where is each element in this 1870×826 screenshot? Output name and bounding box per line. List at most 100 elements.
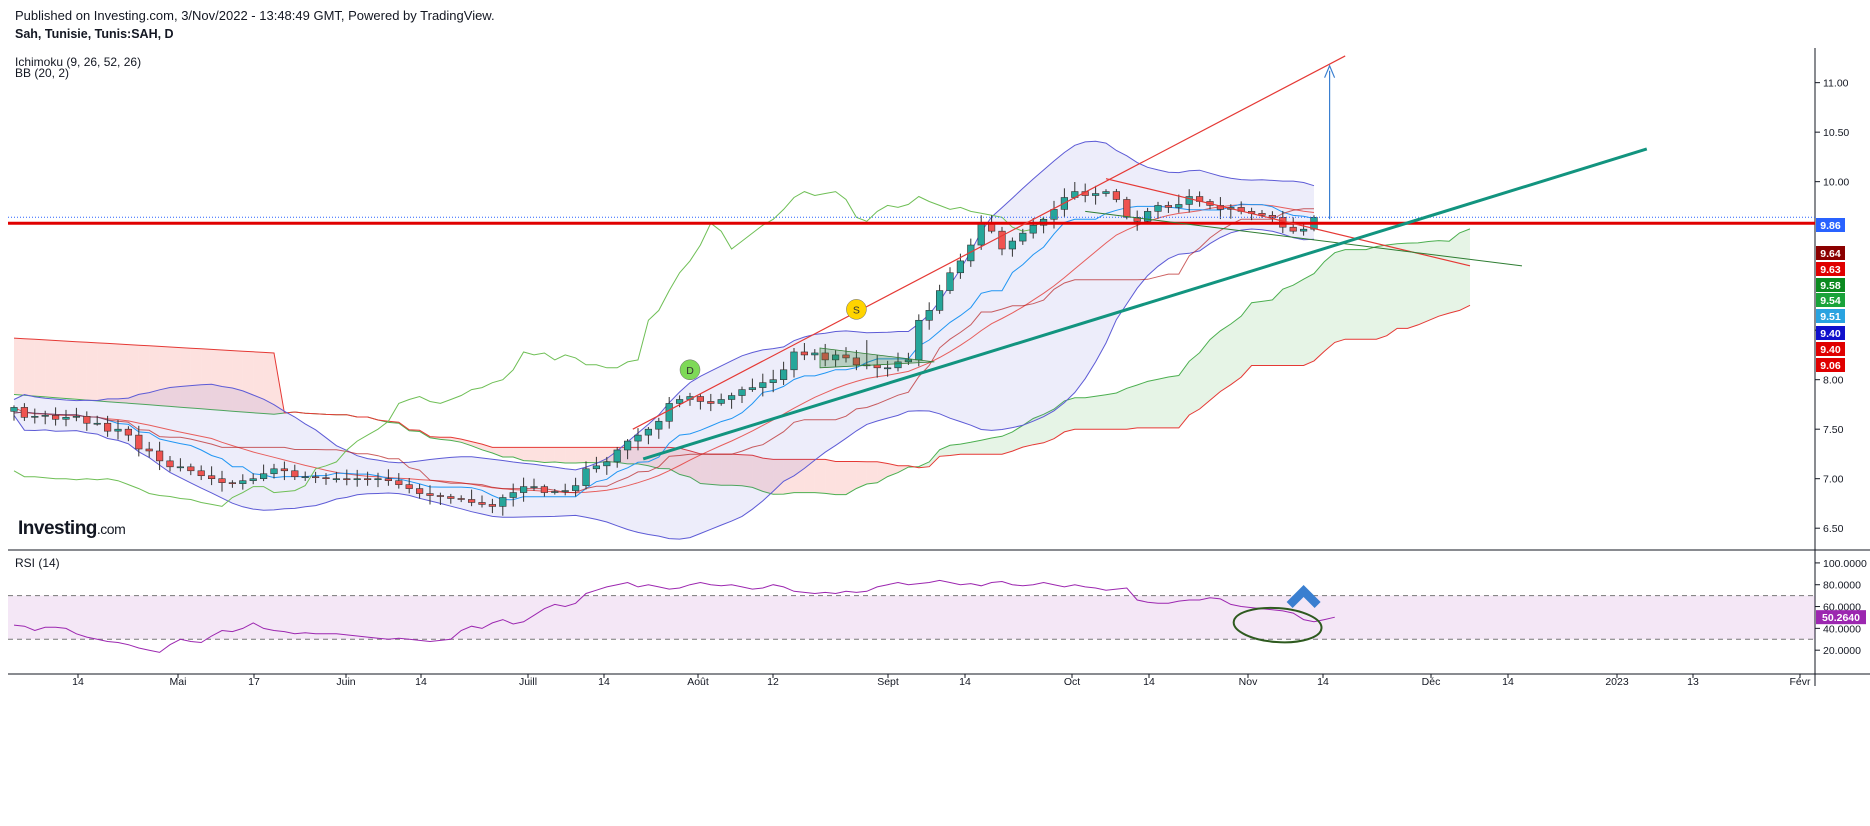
cloud-segment [1022,418,1034,448]
cloud-segment [835,461,846,495]
candle [748,387,756,390]
cloud-segment [1355,249,1366,340]
price-tick-label: 10.50 [1823,127,1849,139]
cloud-segment [648,447,659,469]
cloud-segment [513,447,524,461]
time-tick-label: 14 [72,676,84,688]
candle [1289,226,1297,232]
candle [1133,217,1141,222]
rsi-legend[interactable]: RSI (14) [15,556,60,570]
candle [821,352,829,361]
cloud-segment [242,351,254,413]
cloud-segment [1449,232,1460,314]
channel-upper-line [632,55,1346,430]
candle [249,478,257,481]
symbol-title: Sah, Tunisie, Tunis:SAH, D [15,27,174,41]
candle [1300,228,1308,232]
candle [405,484,413,489]
rsi-line [13,579,1335,653]
candle [852,357,860,366]
candle [395,480,403,485]
cloud-segment [544,447,555,463]
time-tick-label: 14 [1317,676,1329,688]
candle [457,498,465,500]
candle [197,470,205,477]
cloud-segment [1428,240,1439,321]
bb-legend[interactable]: BB (20, 2) [15,66,70,80]
candle [51,415,60,420]
time-tick-label: Août [687,676,709,688]
candle [571,485,580,491]
candle [811,352,819,356]
cloud-segment [877,461,888,483]
cloud-segment [1158,377,1169,428]
candle [738,389,746,396]
candle [467,499,476,503]
cloud-segment [762,458,774,495]
cloud-segment [1220,324,1231,392]
candle [634,434,642,442]
candle [311,476,320,479]
candle [208,475,216,479]
candle [301,476,309,479]
cloud-segment [939,445,950,457]
time-tick-label: 14 [1502,676,1514,688]
candle [166,460,174,468]
cloud-segment [45,339,56,398]
candle [62,417,70,420]
bb-fill [14,141,1314,540]
target-arrow-head [1324,64,1336,78]
cloud-segment [1116,388,1127,430]
time-tick-label: Nov [1239,676,1258,688]
candle [426,493,434,496]
candle [644,428,652,436]
candle [956,260,964,274]
price-tag [1816,218,1845,232]
candle [363,478,372,480]
cloud-segment [866,461,878,484]
cloud-segment [1002,431,1013,455]
candle [332,478,341,480]
cloud-segment [1095,394,1106,430]
marker-d [679,359,701,381]
wedge-line [1085,210,1523,267]
candle [665,403,673,422]
candle [353,478,361,480]
cloud-segment [970,440,982,455]
chikou-span [13,191,1044,507]
candle [83,416,91,424]
cloud-segment [1178,361,1190,428]
candle [925,310,933,321]
price-tick-label: 11.00 [1823,78,1849,90]
candle [280,468,289,472]
cloud-segment [1397,243,1408,329]
cloud-segment [1251,301,1262,366]
candle [915,319,923,361]
cloud-segment [783,459,794,495]
bollinger-bands [13,140,1315,540]
price-tag [1816,246,1845,260]
candle [1185,196,1193,205]
cloud-segment [1168,375,1179,428]
cloud-segment [1438,240,1450,317]
candle [20,407,29,418]
candle [800,351,808,356]
candle [114,428,122,432]
marker-label: D [686,365,694,377]
candle [540,486,548,493]
price-tag [1816,326,1845,340]
price-tag-label: 9.40 [1820,344,1841,356]
cloud-segment [1199,339,1210,409]
candle [259,473,268,479]
cloud-segment [1043,409,1054,443]
ichimoku-legend[interactable]: Ichimoku (9, 26, 52, 26) [15,55,142,69]
cloud-segment [86,342,98,401]
cloud-segment [1126,385,1138,430]
candle [707,401,715,404]
cloud-segment [170,347,181,408]
cloud-segment [1262,299,1273,366]
candle [790,351,798,371]
cloud-segment [1366,246,1377,340]
time-tick-label: 13 [1687,676,1699,688]
